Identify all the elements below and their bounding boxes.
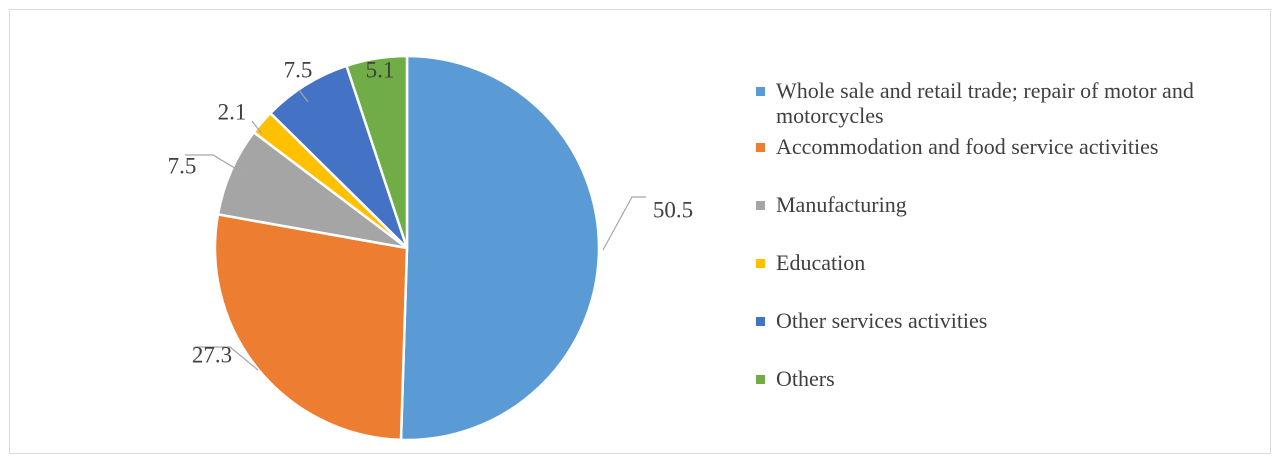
legend-item: Education [756, 250, 1276, 308]
legend-swatch [756, 201, 765, 210]
legend-item: Accommodation and food service activitie… [756, 134, 1276, 192]
data-label: 7.5 [168, 153, 197, 178]
legend-label: Other services activities [776, 308, 988, 333]
data-label: 5.1 [366, 57, 395, 82]
data-label: 27.3 [192, 342, 232, 367]
legend-label: Whole sale and retail trade; repair of m… [776, 78, 1194, 128]
legend-swatch [756, 375, 765, 384]
leader-line [185, 154, 249, 177]
pie-slice [213, 212, 409, 442]
pie-slice [344, 54, 409, 249]
data-label: 2.1 [218, 99, 247, 124]
chart-frame [9, 9, 1271, 454]
legend-label: Accommodation and food service activitie… [776, 134, 1159, 159]
legend-label: Manufacturing [776, 192, 907, 217]
legend-swatch [756, 259, 765, 268]
legend-swatch [756, 87, 765, 96]
legend-label: Education [776, 250, 866, 275]
legend-item: Others [756, 366, 1276, 424]
leader-line [298, 89, 309, 103]
data-label: 50.5 [653, 197, 693, 222]
leader-line [602, 196, 646, 251]
legend: Whole sale and retail trade; repair of m… [756, 78, 1276, 424]
legend-item: Whole sale and retail trade; repair of m… [756, 78, 1276, 134]
legend-swatch [756, 143, 765, 152]
legend-item: Other services activities [756, 308, 1276, 366]
leader-line [195, 346, 259, 371]
leader-line [251, 120, 263, 135]
legend-label: Others [776, 366, 835, 391]
legend-item: Manufacturing [756, 192, 1276, 250]
data-label: 7.5 [284, 57, 313, 82]
legend-swatch [756, 317, 765, 326]
pie-slice [399, 54, 601, 442]
